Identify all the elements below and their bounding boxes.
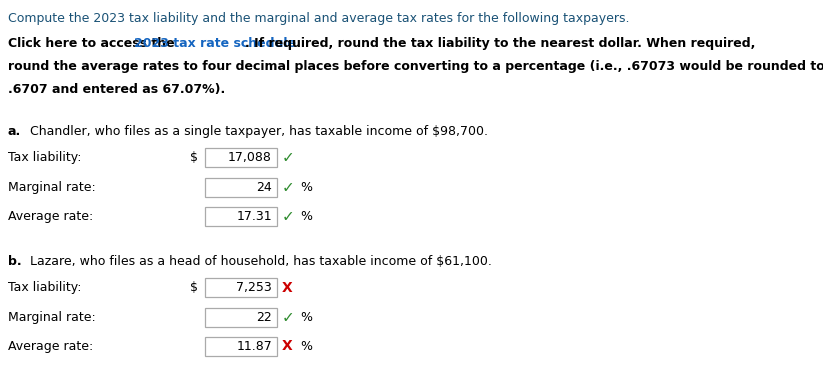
Text: Tax liability:: Tax liability: bbox=[8, 281, 81, 294]
Text: Tax liability:: Tax liability: bbox=[8, 151, 81, 164]
Text: 7,253: 7,253 bbox=[236, 281, 272, 294]
Text: %: % bbox=[300, 311, 312, 324]
Text: a.: a. bbox=[8, 125, 21, 138]
Text: 11.87: 11.87 bbox=[236, 340, 272, 353]
Text: ✓: ✓ bbox=[282, 310, 295, 325]
Text: ✓: ✓ bbox=[282, 180, 295, 195]
Text: round the average rates to four decimal places before converting to a percentage: round the average rates to four decimal … bbox=[8, 60, 823, 73]
Text: 17,088: 17,088 bbox=[228, 151, 272, 164]
Text: X: X bbox=[282, 340, 293, 353]
Text: ✓: ✓ bbox=[282, 209, 295, 224]
Text: Click here to access the: Click here to access the bbox=[8, 37, 179, 50]
Text: 2023 tax rate schedule: 2023 tax rate schedule bbox=[134, 37, 296, 50]
Text: $: $ bbox=[190, 281, 198, 294]
Text: 24: 24 bbox=[256, 181, 272, 194]
Text: Chandler, who files as a single taxpayer, has taxable income of $98,700.: Chandler, who files as a single taxpayer… bbox=[22, 125, 488, 138]
FancyBboxPatch shape bbox=[205, 337, 277, 356]
FancyBboxPatch shape bbox=[205, 178, 277, 197]
Text: $: $ bbox=[190, 151, 198, 164]
Text: %: % bbox=[300, 340, 312, 353]
Text: Marginal rate:: Marginal rate: bbox=[8, 311, 95, 324]
Text: %: % bbox=[300, 210, 312, 223]
FancyBboxPatch shape bbox=[205, 278, 277, 297]
Text: %: % bbox=[300, 181, 312, 194]
Text: X: X bbox=[282, 280, 293, 295]
FancyBboxPatch shape bbox=[205, 308, 277, 327]
Text: . If required, round the tax liability to the nearest dollar. When required,: . If required, round the tax liability t… bbox=[245, 37, 756, 50]
Text: Compute the 2023 tax liability and the marginal and average tax rates for the fo: Compute the 2023 tax liability and the m… bbox=[8, 12, 630, 25]
Text: 17.31: 17.31 bbox=[236, 210, 272, 223]
Text: 22: 22 bbox=[256, 311, 272, 324]
Text: Average rate:: Average rate: bbox=[8, 210, 93, 223]
Text: Average rate:: Average rate: bbox=[8, 340, 93, 353]
Text: b.: b. bbox=[8, 255, 21, 268]
Text: Marginal rate:: Marginal rate: bbox=[8, 181, 95, 194]
FancyBboxPatch shape bbox=[205, 148, 277, 167]
Text: ✓: ✓ bbox=[282, 150, 295, 165]
Text: Lazare, who files as a head of household, has taxable income of $61,100.: Lazare, who files as a head of household… bbox=[22, 255, 492, 268]
FancyBboxPatch shape bbox=[205, 207, 277, 226]
Text: .6707 and entered as 67.07%).: .6707 and entered as 67.07%). bbox=[8, 83, 226, 96]
